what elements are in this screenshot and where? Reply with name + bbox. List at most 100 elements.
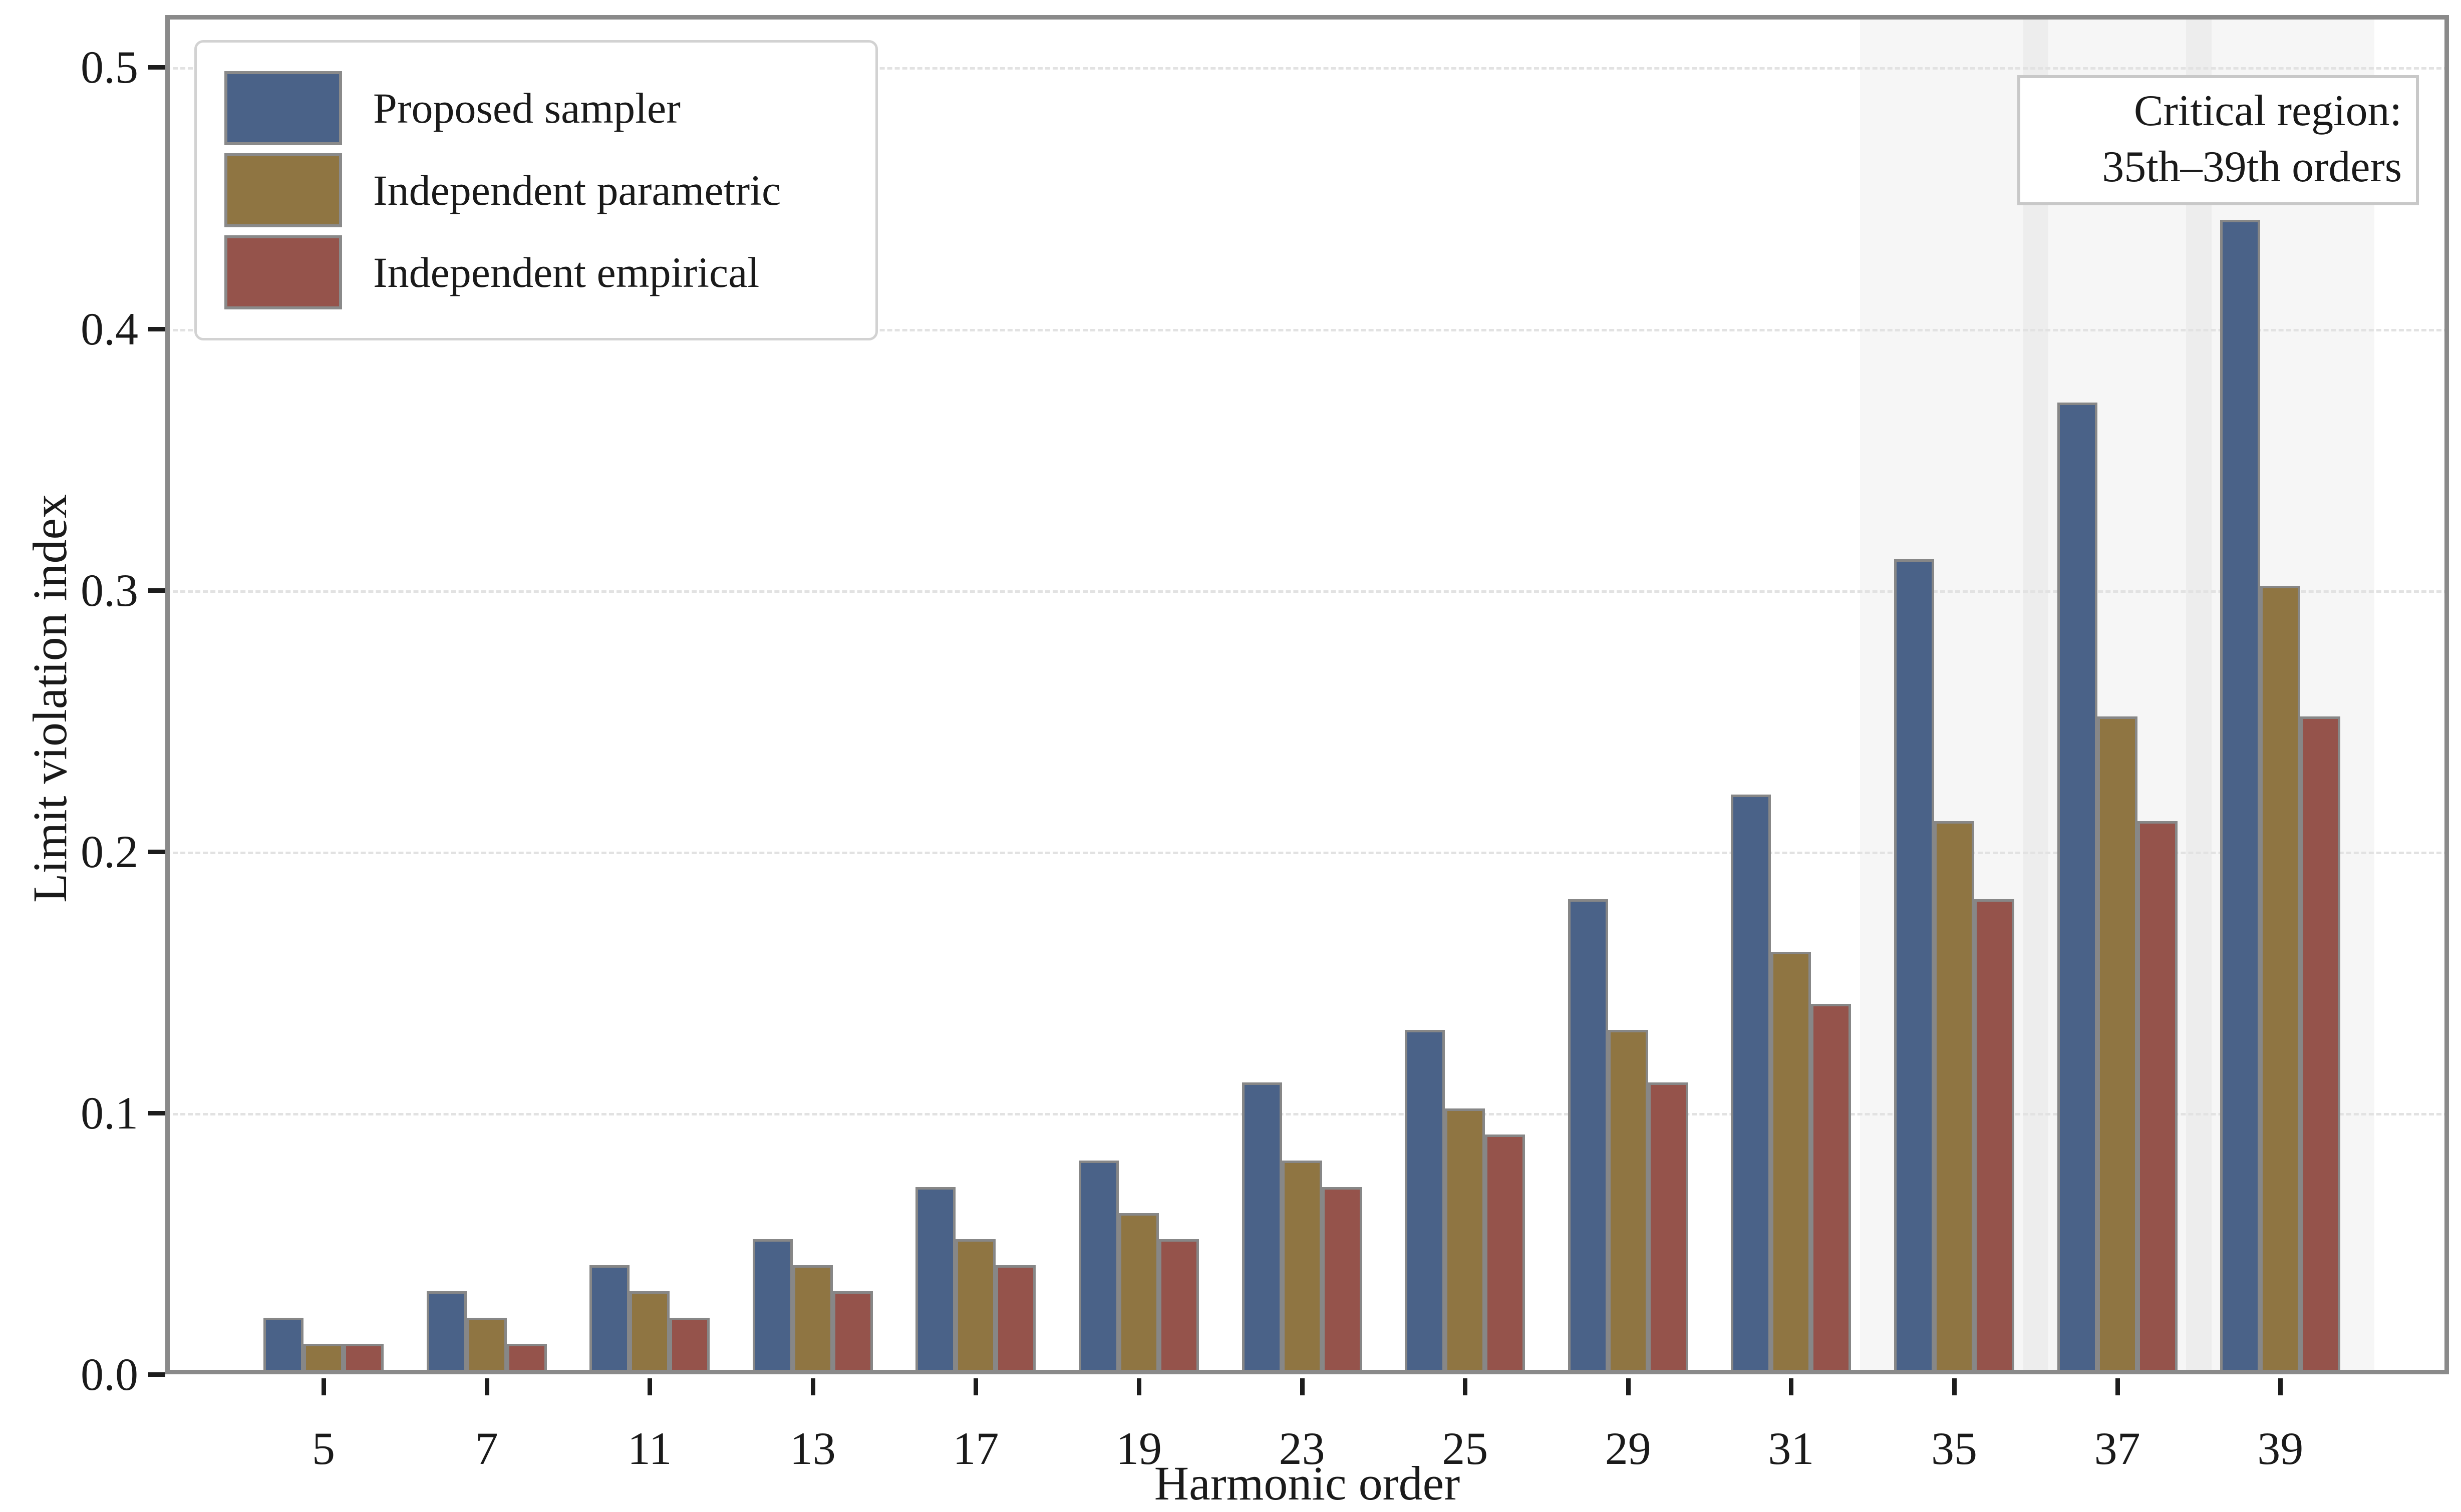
x-tick-label-39: 39	[2257, 1423, 2304, 1474]
legend: Proposed sampler Independent parametric In…	[194, 40, 878, 340]
bar-independent-empirical-7	[506, 1343, 547, 1370]
bar-independent-empirical-23	[1322, 1187, 1362, 1370]
bar-proposed-sampler-23	[1242, 1082, 1282, 1370]
x-tick-39	[2278, 1378, 2283, 1395]
x-tick-23	[1300, 1378, 1305, 1395]
legend-label-independent-parametric: Independent parametric	[373, 166, 781, 214]
legend-swatch-independent-parametric	[224, 153, 342, 227]
x-tick-label-29: 29	[1605, 1423, 1651, 1474]
gridline-0.5	[165, 67, 2449, 70]
bar-proposed-sampler-37	[2057, 403, 2097, 1370]
gridline-0.4	[165, 328, 2449, 331]
y-tick-label-0.0: 0.0	[81, 1349, 138, 1400]
bar-proposed-sampler-5	[263, 1317, 303, 1370]
y-tick-0.2	[148, 849, 165, 854]
x-tick-label-35: 35	[1931, 1423, 1977, 1474]
gridline-0.2	[165, 851, 2449, 854]
bar-proposed-sampler-31	[1731, 795, 1771, 1370]
x-tick-37	[2115, 1378, 2120, 1395]
annotation-line-2: 35th–39th orders	[2102, 143, 2402, 191]
bar-proposed-sampler-7	[426, 1291, 467, 1370]
critical-region-annotation: Critical region: 35th–39th orders	[2017, 75, 2419, 205]
x-tick-label-5: 5	[312, 1423, 335, 1474]
x-tick-label-17: 17	[953, 1423, 999, 1474]
top-spine	[165, 15, 2449, 20]
x-tick-label-7: 7	[475, 1423, 498, 1474]
x-tick-label-25: 25	[1442, 1423, 1488, 1474]
bar-proposed-sampler-11	[589, 1265, 630, 1370]
legend-label-independent-empirical: Independent empirical	[373, 248, 760, 296]
bar-independent-parametric-35	[1934, 821, 1974, 1370]
x-tick-29	[1626, 1378, 1631, 1395]
legend-swatch-proposed-sampler	[224, 71, 342, 145]
gridline-0.3	[165, 590, 2449, 593]
x-tick-13	[810, 1378, 815, 1395]
bar-proposed-sampler-19	[1079, 1161, 1119, 1370]
y-axis-title: Limit violation index	[23, 494, 77, 903]
x-tick-7	[484, 1378, 489, 1395]
bar-independent-empirical-5	[344, 1343, 384, 1370]
x-tick-17	[974, 1378, 979, 1395]
x-tick-label-19: 19	[1116, 1423, 1162, 1474]
bar-proposed-sampler-35	[1894, 559, 1934, 1370]
bar-proposed-sampler-13	[752, 1239, 793, 1370]
bar-independent-empirical-37	[2137, 821, 2178, 1370]
legend-label-proposed-sampler: Proposed sampler	[373, 84, 681, 132]
gridline-0.1	[165, 1112, 2449, 1115]
y-tick-0.5	[148, 65, 165, 70]
y-tick-label-0.5: 0.5	[81, 42, 138, 93]
x-tick-label-13: 13	[789, 1423, 836, 1474]
bar-independent-empirical-19	[1159, 1239, 1199, 1370]
x-tick-label-23: 23	[1279, 1423, 1325, 1474]
bar-independent-parametric-23	[1282, 1161, 1322, 1370]
x-tick-label-11: 11	[627, 1423, 672, 1474]
y-tick-0.1	[148, 1110, 165, 1115]
x-tick-19	[1137, 1378, 1141, 1395]
legend-item-independent-empirical: Independent empirical	[224, 235, 848, 310]
annotation-line-1: Critical region:	[2133, 87, 2402, 135]
bar-independent-parametric-39	[2260, 585, 2301, 1370]
x-tick-label-31: 31	[1768, 1423, 1814, 1474]
bar-independent-parametric-29	[1608, 1030, 1648, 1370]
y-tick-label-0.1: 0.1	[81, 1087, 138, 1139]
bar-independent-parametric-5	[303, 1343, 344, 1370]
y-tick-label-0.3: 0.3	[81, 564, 138, 616]
bar-independent-empirical-13	[832, 1291, 873, 1370]
bar-proposed-sampler-25	[1405, 1030, 1445, 1370]
bar-independent-empirical-29	[1648, 1082, 1688, 1370]
legend-item-independent-parametric: Independent parametric	[224, 153, 848, 228]
bar-independent-parametric-19	[1119, 1213, 1159, 1370]
x-tick-label-37: 37	[2094, 1423, 2140, 1474]
x-axis-title: Harmonic order	[1154, 1456, 1460, 1510]
plot-area	[165, 15, 2449, 1374]
bar-independent-parametric-7	[466, 1317, 507, 1370]
y-tick-0.4	[148, 326, 165, 331]
bar-independent-parametric-13	[792, 1265, 833, 1370]
legend-swatch-independent-empirical	[224, 235, 342, 309]
y-tick-label-0.4: 0.4	[81, 303, 138, 354]
x-tick-5	[322, 1378, 326, 1395]
bar-independent-parametric-31	[1771, 951, 1811, 1370]
x-tick-31	[1789, 1378, 1794, 1395]
y-tick-0.0	[148, 1372, 165, 1377]
bar-proposed-sampler-39	[2220, 219, 2261, 1370]
x-tick-11	[648, 1378, 653, 1395]
x-tick-25	[1463, 1378, 1468, 1395]
bar-independent-empirical-11	[670, 1317, 710, 1370]
bar-independent-empirical-39	[2300, 716, 2341, 1370]
bar-independent-empirical-17	[996, 1265, 1036, 1370]
right-spine	[2444, 15, 2449, 1374]
x-tick-35	[1952, 1378, 1957, 1395]
bar-independent-empirical-25	[1485, 1135, 1525, 1370]
bar-independent-parametric-37	[2097, 716, 2137, 1370]
y-tick-0.3	[148, 588, 165, 593]
bar-independent-parametric-25	[1445, 1108, 1485, 1370]
bar-proposed-sampler-17	[915, 1187, 956, 1370]
left-spine	[165, 15, 170, 1374]
bar-independent-empirical-35	[1974, 899, 2014, 1370]
x-axis-line	[165, 1370, 2449, 1374]
y-tick-label-0.2: 0.2	[81, 826, 138, 877]
bar-independent-empirical-31	[1811, 1004, 1852, 1370]
bar-independent-parametric-17	[956, 1239, 996, 1370]
